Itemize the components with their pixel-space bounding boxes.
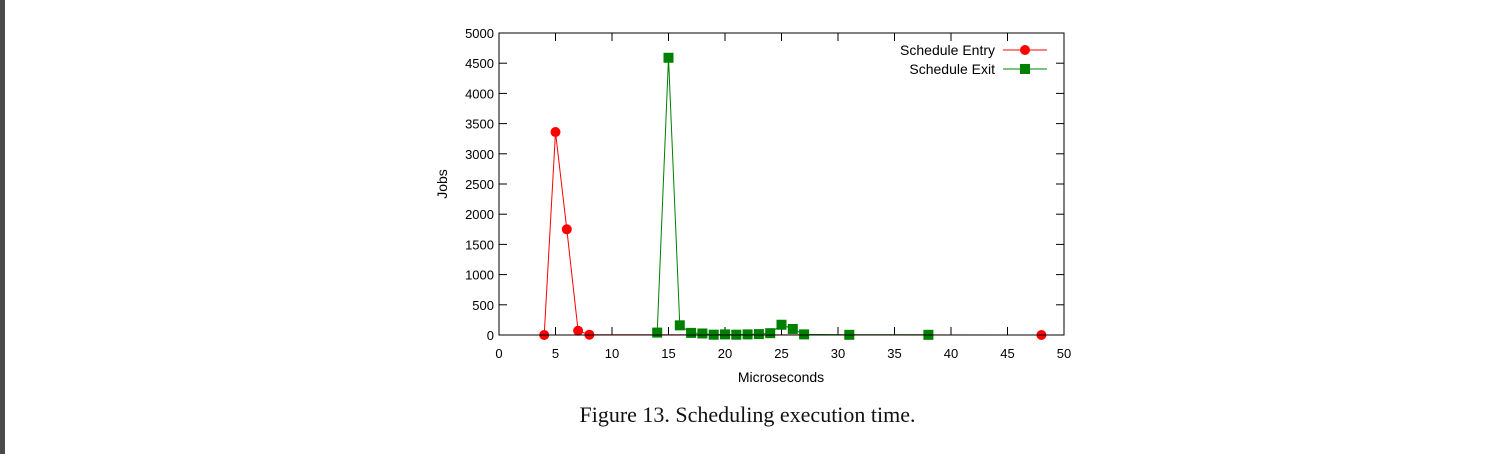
x-tick-label: 25	[774, 346, 788, 361]
data-point-schedule-exit	[753, 329, 764, 340]
y-tick-label: 500	[472, 298, 494, 313]
x-tick-label: 35	[887, 346, 901, 361]
legend-marker	[1020, 64, 1030, 74]
y-tick-label: 0	[487, 328, 494, 343]
data-point-schedule-exit	[663, 52, 674, 63]
y-tick-label: 3000	[465, 147, 494, 162]
y-tick-label: 2000	[465, 207, 494, 222]
y-tick-label: 4500	[465, 56, 494, 71]
y-tick-label: 1000	[465, 268, 494, 283]
data-point-schedule-entry	[561, 224, 572, 235]
series-line-schedule-entry	[543, 132, 1042, 336]
legend-item-schedule-entry: Schedule Entry	[900, 42, 1047, 58]
data-point-schedule-exit	[799, 329, 810, 340]
legend-item-schedule-exit: Schedule Exit	[909, 61, 1047, 77]
legend: Schedule Entry Schedule Exit	[900, 42, 1047, 77]
plot-frame	[498, 32, 1065, 336]
x-tick-label: 45	[1000, 346, 1014, 361]
x-tick-label: 5	[552, 346, 559, 361]
legend-marker	[1020, 45, 1030, 55]
data-point-schedule-entry	[550, 127, 561, 138]
x-tick-label: 30	[831, 346, 845, 361]
tick-labels: 0 5 10 15 20 25 30 35 40 45 5005001000150020002500…	[465, 26, 1071, 361]
data-point-schedule-exit	[765, 328, 776, 339]
series-schedule-entry	[539, 127, 1047, 340]
x-tick-label: 0	[495, 346, 502, 361]
y-tick-label: 1500	[465, 237, 494, 252]
data-point-schedule-exit	[720, 329, 730, 340]
window-edge	[0, 0, 5, 454]
series-line-schedule-exit	[656, 57, 929, 336]
y-tick-label: 5000	[465, 26, 494, 41]
data-point-schedule-exit	[652, 327, 663, 338]
data-point-schedule-entry	[573, 325, 584, 336]
figure-caption: Figure 13. Scheduling execution time.	[579, 402, 916, 427]
y-tick-label: 3500	[465, 117, 494, 132]
data-point-schedule-exit	[697, 328, 708, 339]
y-tick-label: 2500	[465, 177, 494, 192]
data-point-schedule-exit	[674, 320, 685, 331]
data-point-schedule-exit	[787, 323, 798, 334]
y-axis-title: Jobs	[434, 169, 450, 199]
y-tick-label: 4000	[465, 86, 494, 101]
legend-label: Schedule Entry	[900, 42, 995, 58]
x-tick-label: 15	[661, 346, 675, 361]
legend-label: Schedule Exit	[909, 61, 995, 77]
data-point-schedule-exit	[776, 319, 787, 330]
x-axis-title: Microseconds	[738, 369, 824, 385]
data-point-schedule-exit	[686, 327, 697, 338]
x-tick-label: 40	[944, 346, 958, 361]
data-point-schedule-exit	[742, 329, 753, 340]
x-tick-label: 10	[605, 346, 619, 361]
series-layer	[539, 52, 1047, 340]
x-tick-label: 50	[1057, 346, 1071, 361]
x-tick-label: 20	[718, 346, 732, 361]
series-schedule-exit	[652, 52, 934, 340]
axis-ticks	[498, 32, 1065, 336]
